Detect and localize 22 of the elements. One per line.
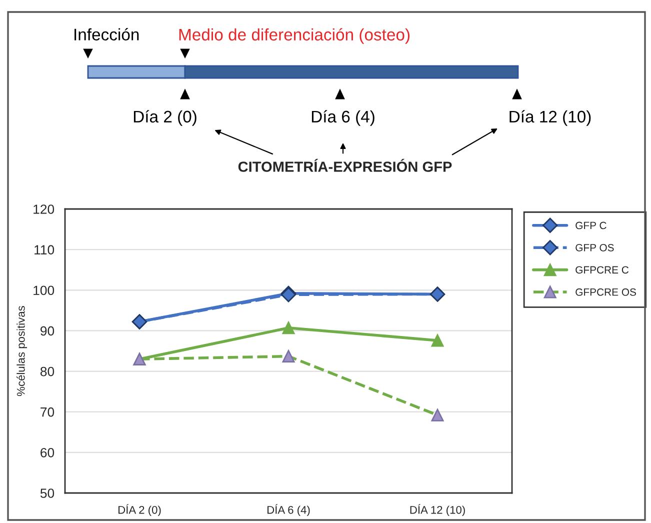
text: Medio de diferenciación (osteo): [179, 28, 410, 44]
text: Día 12 (10): [510, 110, 591, 126]
x-tick-label: DÍA 2 (0): [118, 504, 161, 516]
y-tick-label: 60: [40, 448, 54, 458]
y-tick-label: 50: [40, 488, 54, 498]
text: Día 6 (4): [312, 110, 374, 126]
legend-label: GFP C: [576, 222, 606, 230]
y-tick-label: 100: [34, 286, 54, 296]
y-tick-label: 110: [34, 245, 54, 254]
legend-label: GFP OS: [576, 244, 614, 252]
y-axis-title: %células positivas: [16, 306, 28, 396]
legend-label: GFPCRE C: [576, 266, 629, 274]
text: Día 2 (0): [134, 110, 196, 126]
y-tick-label: 80: [40, 366, 54, 376]
text: Infección: [74, 28, 139, 40]
text: CITOMETRÍA-EXPRESIÓN GFP: [238, 158, 452, 172]
y-tick-label: 70: [40, 407, 54, 417]
y-tick-label: 90: [40, 326, 54, 336]
y-tick-label: 120: [34, 204, 54, 214]
x-tick-label: DÍA 12 (10): [410, 504, 465, 516]
x-tick-label: DÍA 6 (4): [267, 504, 310, 516]
legend-label: GFPCRE OS: [576, 288, 636, 296]
